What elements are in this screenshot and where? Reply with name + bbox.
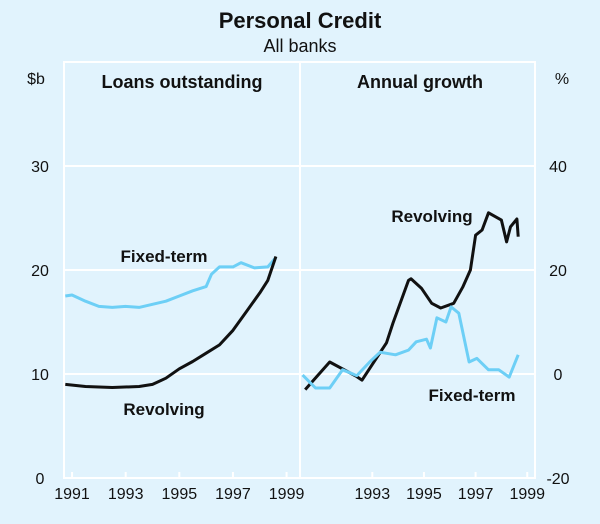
- x-tick-label: 1995: [406, 486, 442, 503]
- y-tick-label: 20: [31, 263, 49, 280]
- series-lines: [65, 211, 520, 391]
- panel-title-growth: Annual growth: [357, 72, 483, 92]
- label-right-revolving: Revolving: [391, 207, 472, 226]
- y-tick-label: -20: [546, 471, 569, 488]
- series-revolving-line: [304, 211, 520, 391]
- x-tick-label: 1995: [162, 486, 198, 503]
- chart-title: Personal Credit: [219, 8, 382, 33]
- y-tick-label: 0: [36, 471, 45, 488]
- right-unit: %: [555, 71, 569, 88]
- series-revolving-line: [65, 256, 278, 389]
- x-tick-label: 1997: [458, 486, 494, 503]
- y-tick-label: 0: [554, 367, 563, 384]
- panel-title-loans: Loans outstanding: [102, 72, 263, 92]
- label-right-fixed-term: Fixed-term: [429, 386, 516, 405]
- series-fixed-term-line: [65, 256, 278, 309]
- x-tick-label: 1993: [108, 486, 144, 503]
- x-tick-label: 1999: [269, 486, 305, 503]
- label-left-revolving: Revolving: [123, 400, 204, 419]
- x-tick-label: 1993: [355, 486, 391, 503]
- x-tick-label: 1999: [509, 486, 545, 503]
- y-tick-label: 10: [31, 367, 49, 384]
- series-fixed-term-line: [301, 305, 520, 390]
- y-tick-label: 30: [31, 159, 49, 176]
- x-tick-label: 1991: [54, 486, 90, 503]
- x-tick-label: 1997: [215, 486, 251, 503]
- chart-subtitle: All banks: [263, 36, 336, 56]
- y-tick-label: 20: [549, 263, 567, 280]
- label-left-fixed-term: Fixed-term: [121, 247, 208, 266]
- left-unit: $b: [27, 71, 45, 88]
- y-tick-label: 40: [549, 159, 567, 176]
